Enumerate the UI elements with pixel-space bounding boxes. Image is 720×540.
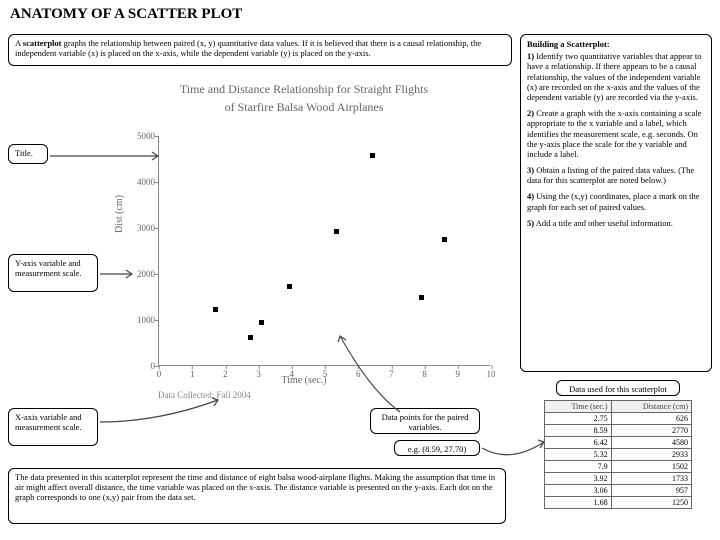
sidebar-steps: Building a Scatterplot: 1) Identify two … bbox=[520, 34, 712, 372]
scatter-point bbox=[442, 237, 447, 242]
callout-eg: e.g. (8.59, 27.70) bbox=[394, 440, 480, 456]
table-cell: 6.42 bbox=[545, 437, 612, 449]
arrow-xaxis bbox=[98, 394, 228, 424]
table-col-0: Time (sec.) bbox=[545, 401, 612, 413]
chart-title-line1: Time and Distance Relationship for Strai… bbox=[96, 82, 512, 97]
table-cell: 2933 bbox=[611, 449, 691, 461]
scatter-point bbox=[213, 307, 218, 312]
sidebar-step-1: Identify two quantitative variables that… bbox=[527, 51, 701, 102]
callout-title: Title. bbox=[8, 144, 48, 164]
scatter-point bbox=[419, 295, 424, 300]
arrow-points bbox=[330, 330, 410, 420]
table-cell: 1502 bbox=[611, 461, 691, 473]
table-cell: 2770 bbox=[611, 425, 691, 437]
table-cell: 1.68 bbox=[545, 497, 612, 509]
table-cell: 626 bbox=[611, 413, 691, 425]
arrow-yaxis bbox=[98, 268, 138, 282]
table-cell: 7.9 bbox=[545, 461, 612, 473]
scatter-point bbox=[287, 284, 292, 289]
plot-area: 010002000300040005000012345678910 bbox=[158, 136, 490, 366]
scatter-point bbox=[370, 153, 375, 158]
arrow-title bbox=[48, 150, 168, 170]
callout-xaxis: X-axis variable and measurement scale. bbox=[8, 408, 98, 446]
arrow-table bbox=[480, 420, 550, 470]
chart-title-line2: of Starfire Balsa Wood Airplanes bbox=[96, 100, 512, 115]
sidebar-step-4: Using the (x,y) coordinates, place a mar… bbox=[527, 191, 700, 211]
scatter-point bbox=[334, 229, 339, 234]
callout-yaxis: Y-axis variable and measurement scale. bbox=[8, 254, 98, 292]
table-cell: 2.75 bbox=[545, 413, 612, 425]
table-col-1: Distance (cm) bbox=[611, 401, 691, 413]
table-cell: 1250 bbox=[611, 497, 691, 509]
scatter-point bbox=[259, 320, 264, 325]
sidebar-step-2: Create a graph with the x-axis containin… bbox=[527, 108, 701, 159]
table-cell: 8.59 bbox=[545, 425, 612, 437]
table-cell: 3.92 bbox=[545, 473, 612, 485]
chart-ylabel: Dist (cm) bbox=[114, 195, 125, 233]
scatter-point bbox=[248, 335, 253, 340]
table-cell: 4580 bbox=[611, 437, 691, 449]
intro-bold: scatterplot bbox=[23, 38, 62, 48]
intro-box: A scatterplot graphs the relationship be… bbox=[8, 34, 512, 66]
sidebar-step-3: Obtain a listing of the paired data valu… bbox=[527, 165, 694, 185]
bottom-explanation: The data presented in this scatterplot r… bbox=[8, 468, 506, 524]
table-cell: 1733 bbox=[611, 473, 691, 485]
table-cell: 3.06 bbox=[545, 485, 612, 497]
table-cell: 5.32 bbox=[545, 449, 612, 461]
sidebar-step-5: Add a title and other useful information… bbox=[536, 218, 673, 228]
sidebar-title: Building a Scatterplot: bbox=[527, 39, 705, 49]
chart-xlabel: Time (sec.) bbox=[96, 375, 512, 386]
scatter-chart: Time and Distance Relationship for Strai… bbox=[96, 78, 512, 402]
table-cell: 957 bbox=[611, 485, 691, 497]
data-table: Time (sec.) Distance (cm) 2.756268.59277… bbox=[544, 400, 692, 509]
callout-table-title: Data used for this scatterplot bbox=[556, 380, 680, 396]
page-title: ANATOMY OF A SCATTER PLOT bbox=[10, 6, 242, 23]
